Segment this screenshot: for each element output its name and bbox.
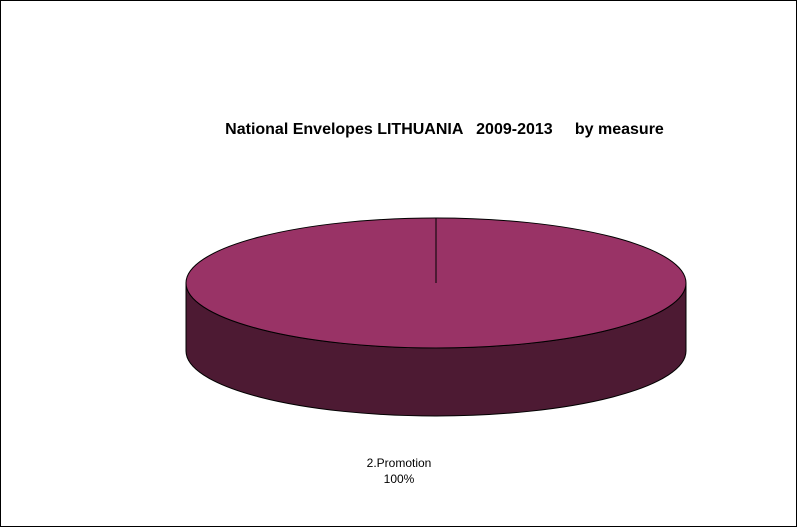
chart-title: National Envelopes LITHUANIA 2009-2013 b… <box>225 121 664 138</box>
slice-label-percent: 100% <box>383 472 415 486</box>
slice-label-name: 2.Promotion <box>366 456 432 470</box>
